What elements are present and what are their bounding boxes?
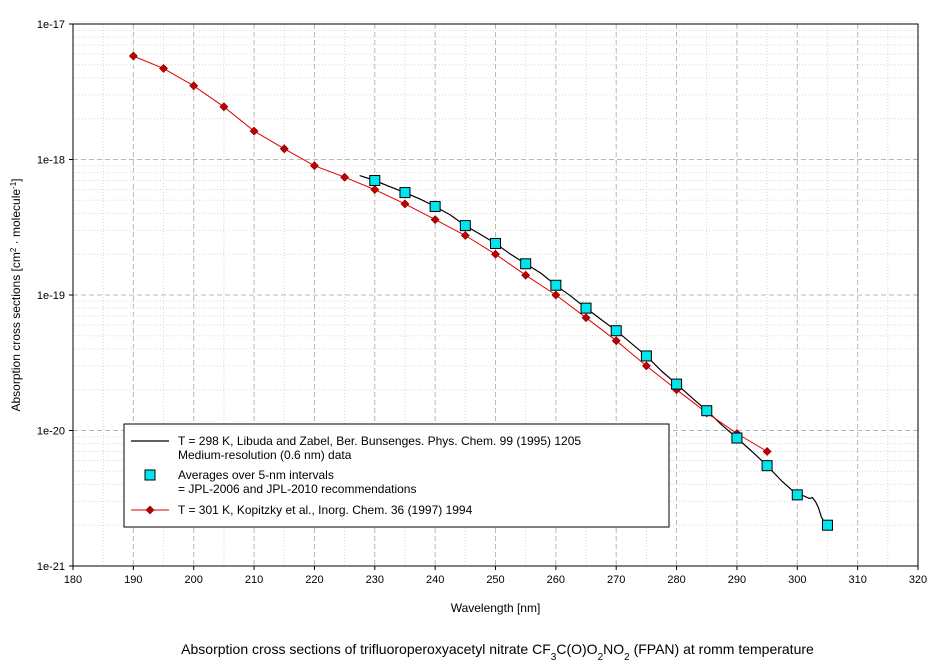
y-tick-label: 1e-18: [37, 155, 65, 167]
kopitzky-point: [279, 144, 289, 154]
y-tick-label: 1e-19: [37, 290, 65, 302]
x-tick-label: 220: [305, 574, 323, 586]
legend-entry-text: Medium-resolution (0.6 nm) data: [178, 448, 352, 462]
average-point: [580, 302, 592, 314]
plot-area: [128, 51, 833, 531]
x-tick-label: 310: [848, 574, 866, 586]
average-point: [550, 279, 562, 291]
kopitzky-point: [641, 361, 651, 371]
y-tick-label: 1e-21: [37, 561, 65, 573]
average-point: [429, 200, 441, 212]
kopitzky-point: [581, 313, 591, 323]
legend-entry-text: T = 298 K, Libuda and Zabel, Ber. Bunsen…: [178, 434, 581, 448]
legend-swatch-square: [144, 469, 156, 481]
x-tick-label: 230: [366, 574, 384, 586]
average-point: [399, 187, 411, 199]
series-libuda-zabel-line: [359, 175, 828, 526]
average-point: [761, 460, 773, 472]
average-point: [459, 220, 471, 232]
kopitzky-point: [310, 161, 319, 171]
kopitzky-point: [370, 185, 380, 194]
kopitzky-point: [491, 249, 500, 259]
x-tick-label: 270: [607, 574, 625, 586]
average-point: [520, 258, 532, 270]
x-tick-label: 250: [486, 574, 504, 586]
kopitzky-point: [762, 447, 772, 456]
y-tick-label: 1e-20: [37, 426, 65, 438]
average-point: [610, 325, 622, 337]
axis-ticks: 180 190 200 210 220 230 240 250 260 270 280 290 300 3…: [37, 19, 927, 586]
legend-entry-text: T = 301 K, Kopitzky et al., Inorg. Chem.…: [178, 503, 473, 517]
y-axis-title: Absorption cross sections [cm2 · molecul…: [9, 178, 24, 411]
kopitzky-point: [159, 64, 168, 73]
x-tick-label: 300: [788, 574, 806, 586]
legend-box: [123, 423, 670, 528]
kopitzky-point: [189, 81, 199, 91]
kopitzky-point: [219, 102, 229, 112]
x-axis-title: Wavelength [nm]: [451, 601, 541, 615]
x-tick-label: 260: [547, 574, 565, 586]
y-tick-label: 1e-17: [37, 19, 65, 31]
x-tick-label: 320: [909, 574, 927, 586]
x-tick-label: 210: [245, 574, 263, 586]
average-point: [640, 350, 652, 362]
average-point: [701, 405, 713, 417]
x-tick-label: 190: [124, 574, 142, 586]
average-point: [369, 174, 381, 186]
average-point: [490, 237, 501, 249]
series-kopitzky-line: [133, 55, 768, 452]
kopitzky-point: [128, 51, 138, 61]
kopitzky-point: [551, 290, 561, 300]
legend: T = 298 K, Libuda and Zabel, Ber. Bunsen…: [123, 423, 670, 528]
x-tick-label: 200: [185, 574, 203, 586]
kopitzky-point: [340, 172, 350, 182]
x-tick-label: 240: [426, 574, 444, 586]
kopitzky-point: [611, 336, 621, 346]
kopitzky-point: [400, 199, 410, 209]
average-point: [731, 432, 743, 444]
kopitzky-point: [521, 270, 531, 280]
average-point: [671, 378, 683, 390]
kopitzky-point: [249, 126, 259, 136]
chart-caption: Absorption cross sections of trifluorope…: [181, 641, 814, 663]
average-point: [791, 489, 803, 501]
x-tick-label: 280: [667, 574, 685, 586]
average-point: [821, 519, 833, 531]
kopitzky-point: [460, 231, 470, 240]
legend-entry-text: = JPL-2006 and JPL-2010 recommendations: [178, 482, 416, 496]
kopitzky-point: [430, 215, 440, 225]
legend-entry-text: Averages over 5-nm intervals: [178, 468, 334, 482]
legend-swatch-diamond: [145, 505, 155, 515]
x-tick-label: 180: [64, 574, 82, 586]
x-tick-label: 290: [728, 574, 746, 586]
